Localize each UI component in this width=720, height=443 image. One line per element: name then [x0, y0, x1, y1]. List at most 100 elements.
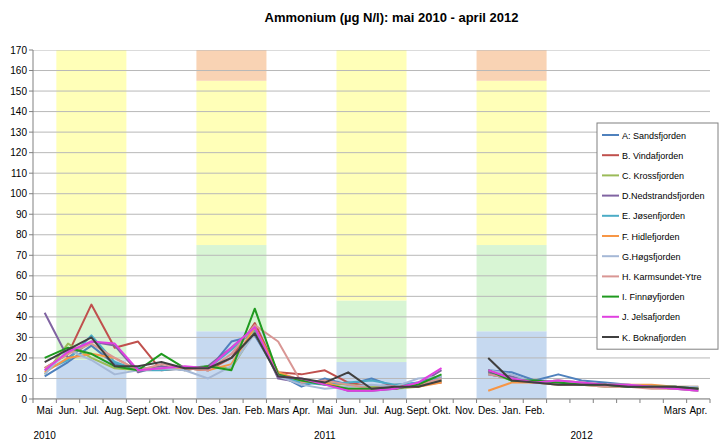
legend-swatch — [602, 296, 619, 298]
grid-line — [33, 70, 710, 71]
y-axis — [33, 50, 34, 399]
grid-line — [33, 91, 710, 92]
x-tick-label: Aug. — [104, 405, 125, 416]
x-tick — [546, 399, 547, 403]
x-tick — [663, 399, 664, 403]
x-tick-label: Mai — [317, 405, 333, 416]
legend-label: C. Krossfjorden — [622, 171, 684, 181]
y-tick — [29, 214, 33, 215]
legend-label: J. Jelsafjorden — [622, 312, 680, 322]
legend-label: K. Boknafjorden — [622, 333, 686, 343]
x-tick-label: Nov. — [175, 405, 195, 416]
legend-swatch — [602, 255, 619, 257]
x-tick-label: Jun. — [339, 405, 358, 416]
x-tick-label: Jul. — [364, 405, 380, 416]
y-tick — [29, 193, 33, 194]
x-tick — [639, 399, 640, 403]
y-tick — [29, 337, 33, 338]
legend-swatch — [602, 316, 619, 318]
x-tick — [406, 399, 407, 403]
y-tick-label: 90 — [16, 209, 28, 220]
y-tick — [29, 357, 33, 358]
y-tick — [29, 275, 33, 276]
x-tick-label: Mars — [664, 405, 686, 416]
x-tick — [313, 399, 314, 403]
y-tick-label: 80 — [16, 229, 28, 240]
x-tick — [453, 399, 454, 403]
legend-label: F. Hidlefjorden — [622, 232, 680, 242]
y-tick-label: 160 — [10, 65, 27, 76]
x-tick-label: Mai — [37, 405, 53, 416]
x-tick — [266, 399, 267, 403]
legend-label: A: Sandsfjorden — [622, 131, 686, 141]
y-tick-label: 50 — [16, 291, 28, 302]
y-tick-label: 60 — [16, 270, 28, 281]
x-tick-label: Aug. — [385, 405, 406, 416]
legend-swatch — [602, 235, 619, 237]
grid-line — [33, 399, 710, 400]
x-tick — [243, 399, 244, 403]
x-tick — [383, 399, 384, 403]
x-tick-label: Feb. — [245, 405, 265, 416]
y-tick-label: 100 — [10, 188, 27, 199]
legend-swatch — [602, 275, 619, 277]
grid-line — [33, 275, 710, 276]
legend-box — [597, 123, 718, 349]
y-tick-label: 170 — [10, 45, 27, 56]
x-tick — [56, 399, 57, 403]
y-tick — [29, 255, 33, 256]
x-tick-label: Okt. — [152, 405, 170, 416]
y-tick — [29, 91, 33, 92]
x-tick-label: Okt. — [432, 405, 450, 416]
legend-swatch — [602, 195, 619, 197]
y-tick — [29, 296, 33, 297]
y-tick-label: 30 — [16, 332, 28, 343]
x-tick-label: Jan. — [222, 405, 241, 416]
band — [336, 300, 406, 362]
legend-swatch — [602, 134, 619, 136]
grid-line — [33, 296, 710, 297]
x-tick — [336, 399, 337, 403]
x-tick — [289, 399, 290, 403]
x-tick — [219, 399, 220, 403]
x-tick — [196, 399, 197, 403]
y-tick — [29, 152, 33, 153]
x-tick — [710, 399, 711, 403]
y-tick-label: 70 — [16, 250, 28, 261]
legend-label: I. Finnøyfjorden — [622, 292, 685, 302]
grid-line — [33, 111, 710, 112]
grid-line — [33, 316, 710, 317]
band — [477, 245, 547, 331]
y-tick — [29, 132, 33, 133]
y-tick-label: 120 — [10, 147, 27, 158]
y-tick — [29, 70, 33, 71]
grid-line — [33, 357, 710, 358]
year-label: 2011 — [314, 430, 336, 441]
x-tick-label: Jun. — [59, 405, 78, 416]
x-tick — [173, 399, 174, 403]
legend: A: SandsfjordenB. VindafjordenC. Krossfj… — [597, 123, 718, 349]
band — [477, 331, 547, 399]
band — [196, 81, 266, 245]
x-tick-label: Jul. — [84, 405, 100, 416]
y-tick — [29, 50, 33, 51]
y-tick — [29, 399, 33, 400]
grid-line — [33, 337, 710, 338]
band — [196, 245, 266, 331]
x-tick — [103, 399, 104, 403]
band — [477, 81, 547, 245]
legend-label: E. Jøsenfjorden — [622, 211, 685, 221]
y-tick-label: 140 — [10, 106, 27, 117]
y-tick-label: 20 — [16, 352, 28, 363]
x-tick — [686, 399, 687, 403]
x-tick-label: Mars — [267, 405, 289, 416]
legend-swatch — [602, 174, 619, 176]
grid-line — [33, 50, 710, 51]
y-tick — [29, 111, 33, 112]
legend-label: D.Nedstrandsfjorden — [622, 191, 705, 201]
x-tick-label: Apr. — [293, 405, 311, 416]
legend-swatch — [602, 215, 619, 217]
y-tick-label: 10 — [16, 373, 28, 384]
x-tick — [499, 399, 500, 403]
x-tick-label: Jan. — [502, 405, 521, 416]
